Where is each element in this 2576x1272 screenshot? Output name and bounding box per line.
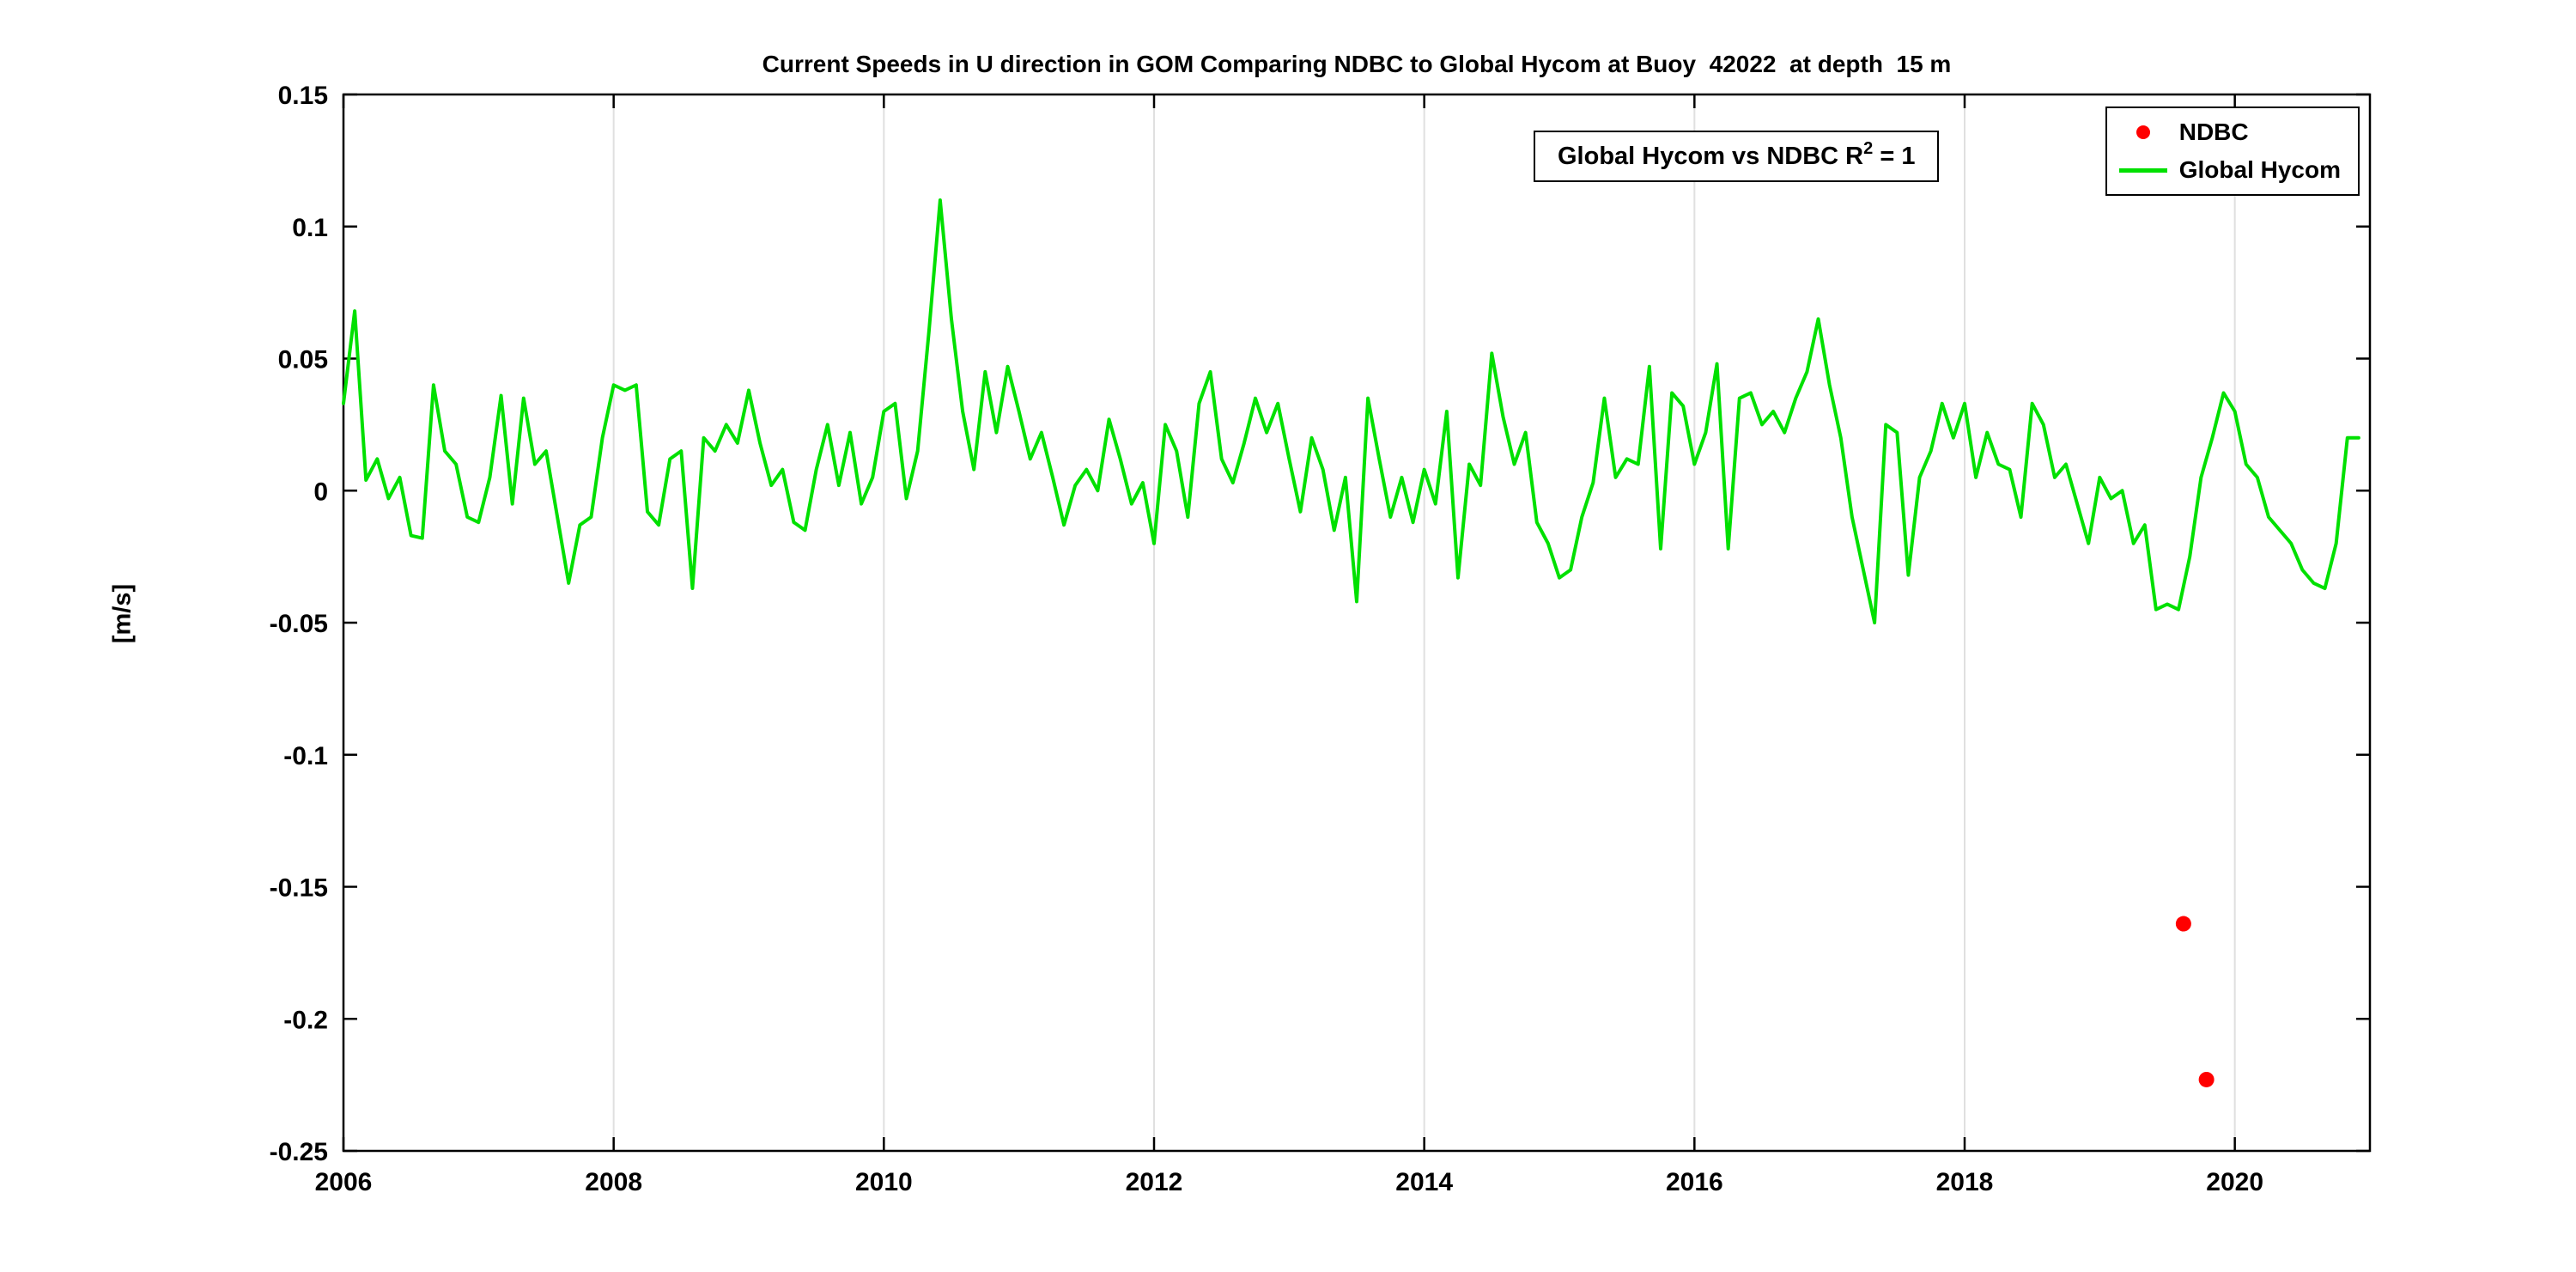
svg-text:2016: 2016	[1666, 1168, 1723, 1196]
annotation-text-suffix: = 1	[1873, 142, 1916, 170]
svg-text:2018: 2018	[1936, 1168, 1994, 1196]
chart-title: Current Speeds in U direction in GOM Com…	[762, 51, 1952, 77]
annotation-text-prefix: Global Hycom vs NDBC R	[1558, 142, 1864, 170]
svg-text:2006: 2006	[315, 1168, 373, 1196]
svg-text:-0.1: -0.1	[283, 742, 328, 770]
hycom-marker-cell	[2118, 167, 2167, 173]
legend: NDBC Global Hycom	[2105, 107, 2360, 196]
svg-text:2010: 2010	[855, 1168, 913, 1196]
svg-text:0.15: 0.15	[278, 82, 328, 110]
ndbc-dot-marker-icon	[2136, 125, 2150, 139]
svg-text:-0.15: -0.15	[270, 874, 328, 903]
legend-label-ndbc: NDBC	[2178, 119, 2249, 145]
y-axis-label: [m/s]	[108, 583, 137, 644]
svg-text:2012: 2012	[1126, 1168, 1183, 1196]
hycom-line-marker-icon	[2118, 167, 2167, 173]
legend-item-global-hycom: Global Hycom	[2118, 156, 2341, 184]
legend-label-global-hycom: Global Hycom	[2178, 156, 2341, 183]
svg-text:-0.25: -0.25	[270, 1138, 328, 1166]
svg-text:0: 0	[313, 478, 328, 506]
svg-text:0.05: 0.05	[278, 346, 328, 374]
ndbc-marker-cell	[2119, 125, 2167, 139]
svg-text:2008: 2008	[585, 1168, 642, 1196]
svg-text:-0.05: -0.05	[270, 610, 328, 638]
svg-text:2014: 2014	[1395, 1168, 1453, 1196]
legend-item-ndbc: NDBC	[2119, 119, 2341, 146]
svg-text:0.1: 0.1	[292, 214, 328, 242]
svg-text:-0.2: -0.2	[283, 1006, 328, 1034]
svg-text:2020: 2020	[2206, 1168, 2263, 1196]
